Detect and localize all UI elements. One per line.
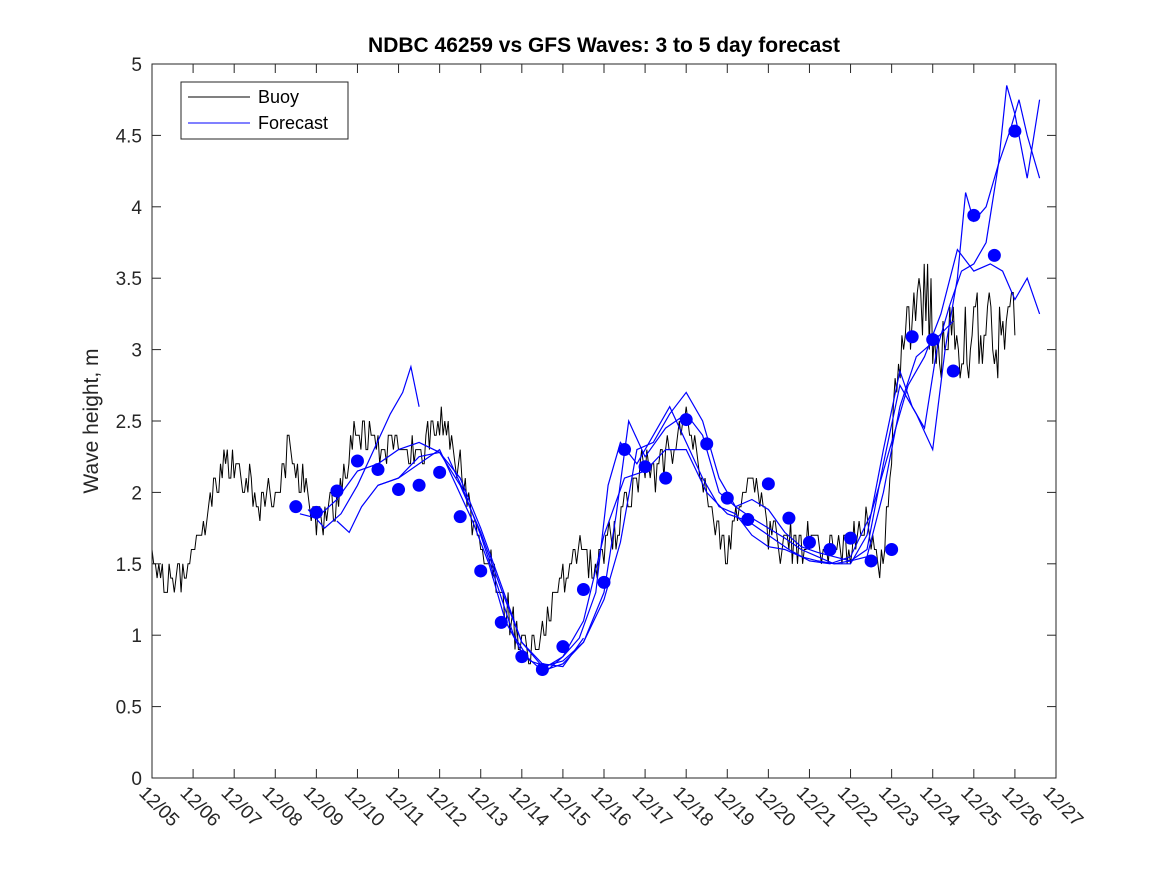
y-axis-label: Wave height, m [80, 348, 103, 493]
forecast-point [926, 333, 940, 347]
forecast-series [299, 85, 1041, 672]
forecast-point [556, 640, 570, 654]
legend-forecast-label: Forecast [258, 113, 328, 133]
forecast-point [864, 554, 878, 568]
y-tick-label: 3.5 [116, 269, 142, 290]
forecast-point [823, 543, 837, 557]
forecast-point [679, 413, 693, 427]
y-tick-label: 1.5 [116, 555, 142, 576]
forecast-line [546, 248, 1041, 672]
forecast-point [474, 564, 488, 578]
legend-box [180, 81, 349, 140]
y-tick-label: 4.5 [116, 126, 142, 147]
forecast-point [350, 454, 364, 468]
forecast-point [618, 443, 632, 457]
forecast-point [433, 465, 447, 479]
y-tick-label: 5 [131, 55, 142, 76]
forecast-point [309, 505, 323, 519]
forecast-point [905, 330, 919, 344]
forecast-point [782, 511, 796, 525]
forecast-point [494, 615, 508, 629]
legend-buoy-label: Buoy [258, 87, 299, 107]
y-tick-label: 2.5 [116, 412, 142, 433]
y-tick-label: 0.5 [116, 698, 142, 719]
forecast-point [597, 575, 611, 589]
forecast-point [741, 513, 755, 527]
forecast-point [802, 535, 816, 549]
forecast-markers [289, 124, 1022, 676]
y-tick-label: 0 [131, 769, 142, 790]
y-tick-label: 2 [131, 483, 142, 504]
y-axis: 0 0.5 1 1.5 2 2.5 3 3.5 4 4.5 5 [116, 55, 1056, 790]
forecast-line [307, 364, 420, 529]
legend: Buoy Forecast [180, 81, 349, 140]
forecast-point [535, 662, 549, 676]
forecast-point [761, 477, 775, 491]
forecast-line [447, 85, 1041, 668]
forecast-point [700, 437, 714, 451]
forecast-point [720, 491, 734, 505]
y-tick-label: 3 [131, 341, 142, 362]
forecast-point [967, 208, 981, 222]
forecast-point [659, 471, 673, 485]
y-tick-label: 1 [131, 626, 142, 647]
buoy-line [151, 263, 1016, 665]
chart-title: NDBC 46259 vs GFS Waves: 3 to 5 day fore… [368, 34, 840, 57]
forecast-point [330, 484, 344, 498]
forecast-point [371, 463, 385, 477]
forecast-point [412, 478, 426, 492]
forecast-point [987, 248, 1001, 262]
forecast-line [377, 99, 1041, 668]
y-tick-label: 4 [131, 198, 142, 219]
forecast-point [392, 483, 406, 497]
forecast-point [946, 364, 960, 378]
forecast-point [576, 583, 590, 597]
forecast-point [844, 531, 858, 545]
buoy-series [151, 263, 1016, 665]
forecast-point [885, 543, 899, 557]
forecast-point [289, 500, 303, 514]
plot-area [152, 64, 1056, 778]
forecast-point [1008, 124, 1022, 138]
forecast-point [453, 510, 467, 524]
forecast-point [515, 650, 529, 664]
forecast-point [638, 460, 652, 474]
